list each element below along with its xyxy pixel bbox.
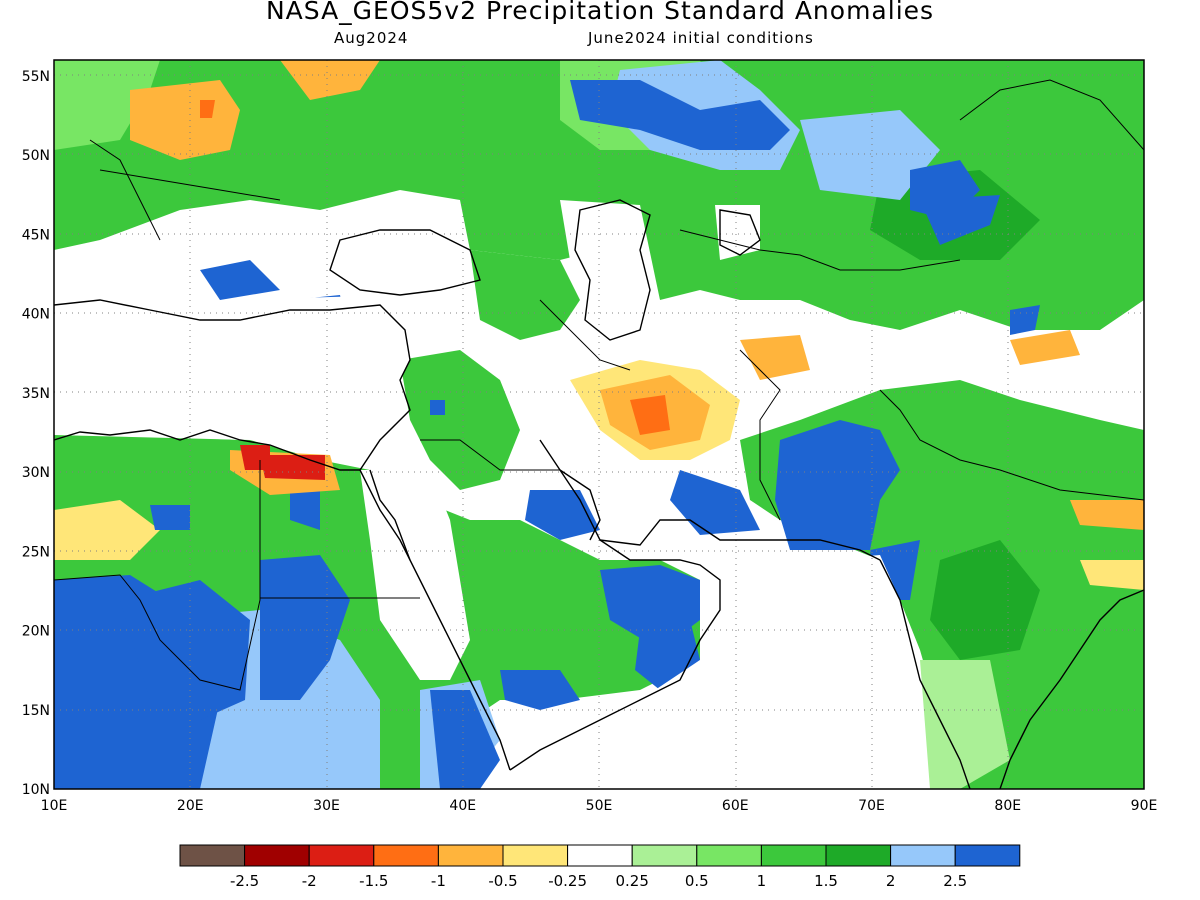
longitude-tick-labels: 10E 20E 30E 40E 50E 60E 70E 80E 90E: [41, 798, 1158, 814]
colorbar-label: -0.25: [548, 872, 587, 890]
longitude-tick-60E: 60E: [722, 798, 749, 814]
colorbar-swatch: [760, 844, 827, 867]
latitude-tick-45N: 45N: [22, 227, 50, 243]
colorbar-swatch: [890, 844, 956, 867]
colorbar-swatch: [954, 844, 1021, 867]
chart-title: NASA_GEOS5v2 Precipitation Standard Anom…: [265, 0, 935, 25]
latitude-tick-55N: 55N: [22, 69, 50, 85]
map-frame: [53, 59, 1145, 790]
colorbar-swatch: [244, 844, 310, 867]
colorbar-label: 2: [886, 872, 896, 890]
initial-conditions-label: June2024 initial conditions: [588, 29, 814, 47]
colorbar-label: 2.5: [943, 872, 967, 890]
longitude-tick-30E: 30E: [313, 798, 340, 814]
dry-anomaly-orange: [130, 60, 1144, 590]
colorbar-label: -1.5: [359, 872, 388, 890]
colorbar-swatch: [631, 844, 698, 867]
colorbar-swatch: [373, 844, 439, 867]
longitude-tick-90E: 90E: [1131, 798, 1158, 814]
latitude-tick-20N: 20N: [22, 624, 50, 640]
latitude-tick-40N: 40N: [22, 307, 50, 323]
latitude-tick-30N: 30N: [22, 465, 50, 481]
longitude-tick-80E: 80E: [994, 798, 1021, 814]
latitude-tick-25N: 25N: [22, 544, 50, 560]
colorbar-label: 0.25: [615, 872, 648, 890]
colorbar-swatch: [567, 844, 633, 867]
colorbar-swatch: [179, 844, 246, 867]
longitude-tick-40E: 40E: [449, 798, 476, 814]
colorbar-label: 0.5: [685, 872, 709, 890]
latitude-tick-15N: 15N: [22, 703, 50, 719]
longitude-tick-10E: 10E: [41, 798, 68, 814]
latitude-tick-35N: 35N: [22, 386, 50, 402]
colorbar-swatch: [308, 844, 375, 867]
colorbar-label: 1.5: [814, 872, 838, 890]
latitude-tick-labels: 10N 15N 20N 25N 30N 35N 40N 45N 50N 55N: [22, 69, 50, 798]
longitude-tick-20E: 20E: [177, 798, 204, 814]
colorbar-swatch: [696, 844, 762, 867]
country-borders: [54, 79, 1144, 691]
colorbar-swatch: [502, 844, 569, 867]
colorbar-label: -2: [302, 872, 317, 890]
colorbar-label: -1: [431, 872, 446, 890]
latitude-tick-50N: 50N: [22, 148, 50, 164]
colorbar-label: -2.5: [230, 872, 259, 890]
longitude-tick-70E: 70E: [858, 798, 885, 814]
colorbar-label: 1: [757, 872, 767, 890]
longitude-tick-50E: 50E: [586, 798, 613, 814]
colorbar-swatch: [437, 844, 504, 867]
colorbar-label: -0.5: [488, 872, 517, 890]
wet-anomaly-dark-blue: [54, 80, 1040, 789]
valid-month-label: Aug2024: [334, 29, 409, 47]
coastlines: [54, 199, 1144, 789]
colorbar-swatch: [825, 844, 892, 867]
latitude-tick-10N: 10N: [22, 782, 50, 798]
